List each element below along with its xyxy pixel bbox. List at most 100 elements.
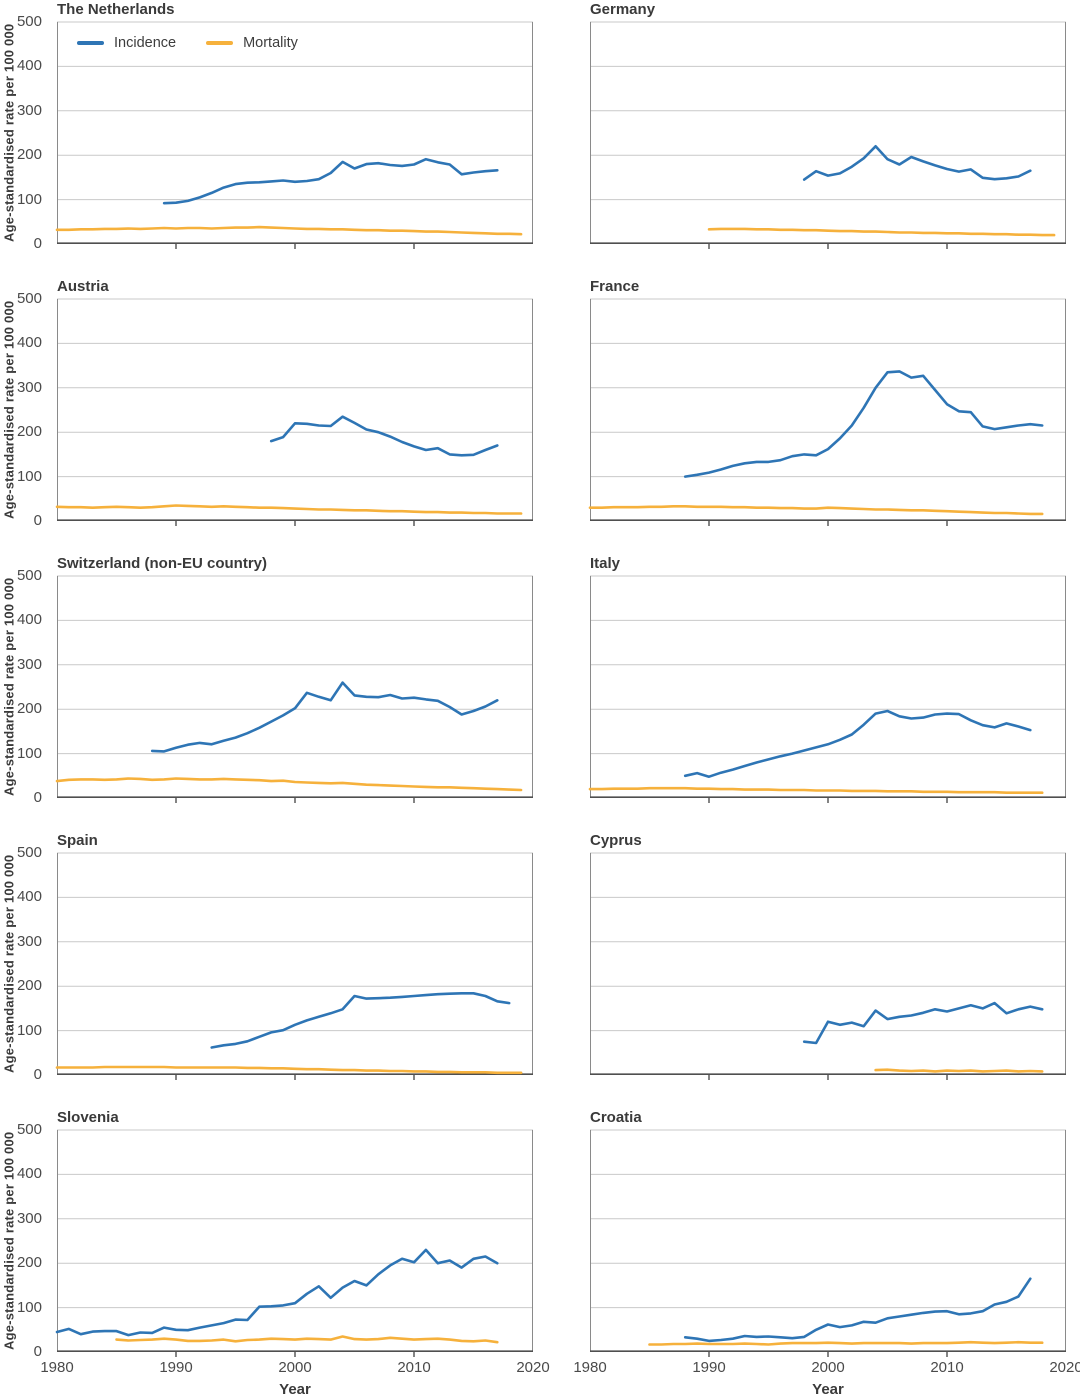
x-tick-label: 2010 bbox=[930, 1359, 964, 1376]
mortality-line bbox=[55, 225, 523, 236]
panel-title-slovenia: Slovenia bbox=[57, 1109, 119, 1126]
line-chart-france bbox=[588, 298, 1066, 526]
panel-spain: Age-standardised rate per 100 000 500 400… bbox=[0, 831, 540, 1108]
legend-item-mortality: Mortality bbox=[206, 35, 298, 51]
y-tick-labels: 500 400 300 200 100 0 bbox=[0, 1121, 50, 1360]
line-chart-switzerland bbox=[55, 575, 533, 803]
incidence-line bbox=[162, 157, 499, 205]
y-tick-labels: 500 400 300 200 100 0 bbox=[0, 844, 50, 1083]
x-axis-title: Year bbox=[812, 1381, 844, 1398]
line-chart-slovenia bbox=[55, 1129, 533, 1357]
panel-title-austria: Austria bbox=[57, 278, 109, 295]
panel-title-germany: Germany bbox=[590, 1, 656, 18]
x-tick-label: 1990 bbox=[692, 1359, 726, 1376]
panel-netherlands: Age-standardised rate per 100 000 500 400… bbox=[0, 0, 540, 277]
plot-area-switzerland bbox=[55, 575, 533, 803]
panel-title-italy: Italy bbox=[590, 555, 621, 572]
y-tick-label: 300 bbox=[16, 1209, 42, 1227]
incidence-line bbox=[150, 681, 499, 753]
y-tick-labels: 500 400 300 200 100 0 bbox=[0, 13, 50, 252]
incidence-line bbox=[683, 370, 1044, 478]
x-tick-label: 1990 bbox=[159, 1359, 193, 1376]
panel-title-croatia: Croatia bbox=[590, 1109, 642, 1126]
line-chart-cyprus bbox=[590, 852, 1066, 1080]
plot-area-cyprus bbox=[590, 852, 1066, 1080]
y-tick-label: 300 bbox=[16, 378, 42, 396]
y-tick-label: 400 bbox=[16, 57, 42, 75]
y-tick-label: 100 bbox=[16, 744, 42, 762]
line-chart-italy bbox=[588, 575, 1066, 803]
y-tick-label: 500 bbox=[16, 844, 42, 861]
y-tick-label: 400 bbox=[16, 334, 42, 352]
y-tick-label: 0 bbox=[33, 235, 42, 252]
plot-area-spain bbox=[55, 852, 533, 1080]
incidence-line bbox=[802, 145, 1032, 181]
plot-area-austria bbox=[55, 298, 533, 526]
legend: Incidence Mortality bbox=[77, 35, 298, 51]
mortality-line bbox=[55, 777, 523, 792]
y-tick-label: 400 bbox=[16, 888, 42, 906]
y-tick-label: 100 bbox=[16, 1298, 42, 1316]
x-tick-label: 2020 bbox=[516, 1359, 550, 1376]
panel-italy: Italy bbox=[540, 554, 1080, 831]
x-tick-label: 2010 bbox=[397, 1359, 431, 1376]
x-tick-label: 2000 bbox=[278, 1359, 312, 1376]
y-tick-labels: 500 400 300 200 100 0 bbox=[0, 567, 50, 806]
line-chart-germany bbox=[590, 21, 1066, 249]
mortality-line bbox=[588, 505, 1044, 516]
mortality-line bbox=[115, 1335, 499, 1344]
mortality-line-swatch bbox=[206, 41, 234, 45]
y-tick-label: 200 bbox=[16, 700, 42, 718]
y-tick-label: 0 bbox=[33, 512, 42, 529]
y-tick-label: 0 bbox=[33, 1066, 42, 1083]
panel-title-switzerland: Switzerland (non-EU country) bbox=[57, 555, 267, 572]
x-axis-title: Year bbox=[279, 1381, 311, 1398]
x-tick-label: 2000 bbox=[811, 1359, 845, 1376]
y-tick-label: 500 bbox=[16, 1121, 42, 1138]
panel-title-france: France bbox=[590, 278, 640, 295]
incidence-line bbox=[683, 709, 1032, 778]
x-tick-label: 1980 bbox=[573, 1359, 607, 1376]
y-tick-label: 100 bbox=[16, 467, 42, 485]
legend-incidence-label: Incidence bbox=[114, 35, 177, 51]
plot-area-slovenia bbox=[55, 1129, 533, 1357]
incidence-line bbox=[683, 1277, 1032, 1343]
legend-mortality-label: Mortality bbox=[243, 35, 298, 51]
line-chart-austria bbox=[55, 298, 533, 526]
panel-austria: Age-standardised rate per 100 000 500 400… bbox=[0, 277, 540, 554]
line-chart-croatia bbox=[590, 1129, 1066, 1357]
y-tick-label: 200 bbox=[16, 423, 42, 441]
y-tick-label: 0 bbox=[33, 1343, 42, 1360]
charts-row-5: Age-standardised rate per 100 000 500 400… bbox=[0, 1108, 1080, 1400]
y-tick-label: 500 bbox=[16, 290, 42, 307]
charts-row-2: Age-standardised rate per 100 000 500 400… bbox=[0, 277, 1080, 554]
panel-germany: Germany bbox=[540, 0, 1080, 277]
y-tick-label: 400 bbox=[16, 1165, 42, 1183]
y-tick-label: 100 bbox=[16, 1021, 42, 1039]
y-tick-label: 300 bbox=[16, 101, 42, 119]
y-tick-label: 500 bbox=[16, 13, 42, 30]
mortality-line bbox=[648, 1340, 1044, 1346]
y-tick-label: 300 bbox=[16, 932, 42, 950]
plot-area-italy bbox=[588, 575, 1066, 803]
x-tick-label: 2020 bbox=[1049, 1359, 1080, 1376]
incidence-line bbox=[269, 415, 499, 457]
incidence-line bbox=[802, 1001, 1044, 1045]
panel-title-cyprus: Cyprus bbox=[590, 832, 642, 849]
charts-row-1: Age-standardised rate per 100 000 500 400… bbox=[0, 0, 1080, 277]
incidence-line bbox=[210, 992, 511, 1049]
panel-title-spain: Spain bbox=[57, 832, 98, 849]
line-chart-netherlands bbox=[55, 21, 533, 249]
mortality-line bbox=[707, 227, 1056, 237]
y-tick-label: 100 bbox=[16, 190, 42, 208]
y-tick-label: 500 bbox=[16, 567, 42, 584]
x-tick-label: 1980 bbox=[40, 1359, 74, 1376]
mortality-line bbox=[55, 504, 523, 515]
y-tick-label: 200 bbox=[16, 1254, 42, 1272]
y-tick-label: 200 bbox=[16, 977, 42, 995]
mortality-line bbox=[588, 786, 1044, 794]
panel-croatia: Croatia 1980 1990 2000 2010 2020 Year bbox=[540, 1108, 1080, 1400]
y-tick-label: 300 bbox=[16, 655, 42, 673]
y-tick-label: 0 bbox=[33, 789, 42, 806]
